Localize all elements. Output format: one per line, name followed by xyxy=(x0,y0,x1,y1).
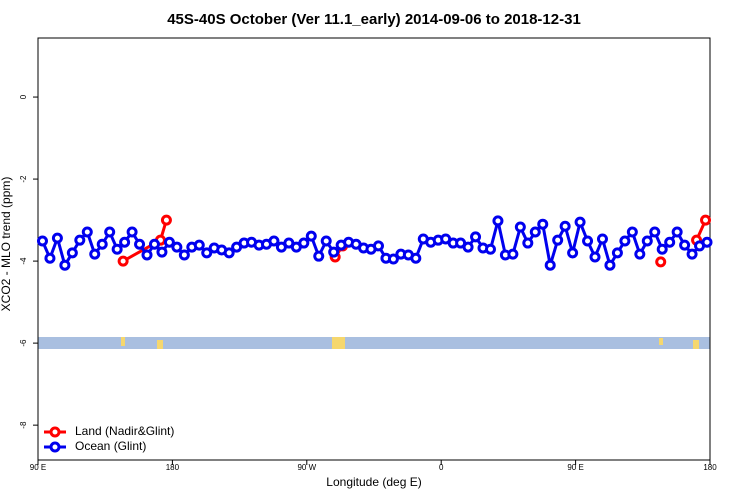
y-tick-label: -4 xyxy=(19,257,28,265)
data-point xyxy=(148,238,160,250)
data-point xyxy=(604,259,616,271)
data-point xyxy=(305,230,317,242)
y-tick-label: -8 xyxy=(19,421,28,429)
data-point xyxy=(574,216,586,228)
data-point xyxy=(537,218,549,230)
data-point xyxy=(656,243,668,255)
data-point xyxy=(111,243,123,255)
data-point xyxy=(193,239,205,251)
data-point xyxy=(313,250,325,262)
data-point xyxy=(470,231,482,243)
data-point xyxy=(701,236,713,248)
data-point xyxy=(649,226,661,238)
data-point xyxy=(201,247,213,259)
data-point xyxy=(641,235,653,247)
data-point xyxy=(507,248,519,260)
x-tick-label: 90 E xyxy=(30,463,46,472)
legend-label: Ocean (Glint) xyxy=(75,439,146,453)
data-point xyxy=(117,255,129,267)
data-point xyxy=(66,247,78,259)
data-point xyxy=(559,220,571,232)
legend-marker xyxy=(49,441,61,453)
data-point xyxy=(492,215,504,227)
data-point xyxy=(126,226,138,238)
data-point xyxy=(171,241,183,253)
data-point xyxy=(410,252,422,264)
data-point xyxy=(582,235,594,247)
data-point xyxy=(51,232,63,244)
y-tick-label: -2 xyxy=(19,175,28,183)
data-point xyxy=(664,236,676,248)
data-point xyxy=(679,239,691,251)
data-point xyxy=(223,247,235,259)
data-point xyxy=(567,247,579,259)
x-axis-label: Longitude (deg E) xyxy=(326,475,421,489)
data-point xyxy=(462,241,474,253)
data-point xyxy=(74,234,86,246)
data-point xyxy=(634,248,646,260)
chart-title: 45S-40S October (Ver 11.1_early) 2014-09… xyxy=(167,11,581,28)
data-point xyxy=(141,249,153,261)
data-point xyxy=(611,247,623,259)
legend-label: Land (Nadir&Glint) xyxy=(75,424,174,438)
data-point xyxy=(686,248,698,260)
x-tick-label: 90 E xyxy=(567,463,583,472)
data-point xyxy=(298,237,310,249)
data-point xyxy=(89,248,101,260)
data-point xyxy=(59,259,71,271)
data-point xyxy=(589,251,601,263)
data-point xyxy=(96,238,108,250)
data-point xyxy=(178,249,190,261)
data-point xyxy=(119,236,131,248)
data-point xyxy=(484,243,496,255)
y-tick-label: 0 xyxy=(19,94,28,99)
data-point xyxy=(655,256,667,268)
y-axis-label: XCO2 - MLO trend (ppm) xyxy=(0,177,13,312)
data-point xyxy=(36,235,48,247)
x-tick-label: 180 xyxy=(703,463,717,472)
x-tick-label: 0 xyxy=(439,463,444,472)
data-point xyxy=(619,235,631,247)
data-point xyxy=(163,236,175,248)
data-point xyxy=(268,235,280,247)
plot-frame xyxy=(37,37,711,461)
data-point xyxy=(134,238,146,250)
y-tick-label: -6 xyxy=(19,339,28,347)
legend-marker xyxy=(49,426,61,438)
data-point xyxy=(160,214,172,226)
data-point xyxy=(44,252,56,264)
data-point xyxy=(700,214,712,226)
data-point xyxy=(104,226,116,238)
data-point xyxy=(544,259,556,271)
data-point xyxy=(522,237,534,249)
data-point xyxy=(626,226,638,238)
data-point xyxy=(596,233,608,245)
x-tick-label: 180 xyxy=(166,463,180,472)
data-point xyxy=(671,226,683,238)
data-point xyxy=(156,246,168,258)
x-tick-label: 90 W xyxy=(297,463,316,472)
data-point xyxy=(372,240,384,252)
data-point xyxy=(81,226,93,238)
data-point xyxy=(320,235,332,247)
data-point xyxy=(514,221,526,233)
data-point xyxy=(552,234,564,246)
data-point xyxy=(529,226,541,238)
data-point xyxy=(387,253,399,265)
land-mask xyxy=(38,337,710,349)
data-point xyxy=(328,246,340,258)
